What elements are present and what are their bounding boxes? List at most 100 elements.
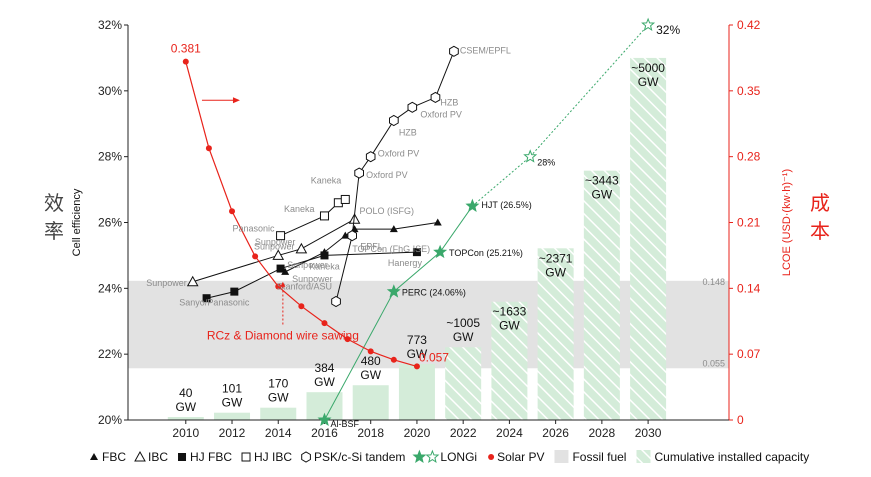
capacity-unit-2014: GW (268, 391, 289, 405)
axes: 20% 22% 24% 26% 28% 30% 32% 0 0.07 0.14 0.21 0.28 0.… (44, 18, 830, 440)
psk-label-4: HZB (399, 127, 417, 137)
solar-pv-start-label: 0.381 (171, 42, 201, 56)
series (182, 17, 656, 427)
capacity-unit-2026: GW (545, 265, 566, 279)
solar-pv-end-label: 0.057 (419, 350, 449, 364)
ibc-line (192, 218, 355, 283)
hjfbc-marker-4 (412, 248, 421, 257)
legend-fbc-label: FBC (102, 450, 126, 464)
rcz-annotation: RCz & Diamond wire sawing (207, 328, 359, 342)
fbc-marker-0 (281, 267, 290, 275)
fbc-marker-4 (389, 225, 398, 233)
legend-longi-marker-open (425, 449, 440, 464)
hjfbc-marker-1 (230, 287, 239, 296)
capacity-label-2028: ~3443 (585, 174, 619, 188)
hjfbc-label-1: Sanyo/Panasonic (179, 298, 250, 308)
legend-hjfbc-label: HJ FBC (190, 450, 232, 464)
capacity-unit-2022: GW (453, 330, 474, 344)
right-axis-title: LCOE (USD·(kw·h)⁻¹) (781, 169, 793, 276)
x-tick-label-2030: 2030 (635, 426, 662, 440)
psk-marker-4 (389, 114, 399, 127)
ibc-marker-2 (295, 242, 308, 254)
capacity-label-2024: ~1633 (493, 305, 527, 319)
x-tick-label-2020: 2020 (404, 426, 431, 440)
hjfbc-marker-0 (202, 294, 211, 303)
capacity-label-2014: 170 (268, 377, 288, 391)
capacity-label-2012: 101 (222, 382, 242, 396)
right-tick-label-3: 0.21 (737, 216, 761, 230)
solar-pv-marker-2 (229, 208, 236, 215)
legend-fossil-marker (554, 450, 569, 463)
psk-marker-1 (347, 230, 357, 242)
legend-fossil-label: Fossil fuel (572, 450, 626, 464)
right-tick-label-1: 0.07 (737, 347, 761, 361)
capacity-label-2016: 384 (314, 361, 334, 375)
capacity-bar-2018 (352, 385, 389, 420)
solar-pv-marker-10 (413, 363, 420, 370)
psk-marker-5 (407, 101, 418, 113)
legend-hjfbc-marker (178, 453, 187, 461)
hjibc-label-3: Kaneka (311, 175, 342, 185)
psk-marker-3 (365, 151, 376, 163)
capacity-bar-2012 (214, 412, 251, 420)
psk-label-7: CSEM/EPFL (460, 45, 511, 55)
ibc-marker-0 (186, 275, 199, 287)
x-tick-label-2028: 2028 (589, 426, 616, 440)
psk-marker-2 (354, 167, 364, 179)
legend-psk-label: PSK/c-Si tandem (314, 450, 405, 464)
capacity-unit-2028: GW (592, 188, 613, 202)
psk-marker-7 (449, 45, 459, 57)
x-tick-label-2014: 2014 (265, 426, 292, 440)
hjibc-marker-0 (276, 231, 286, 241)
right-tick-label-2: 0.14 (737, 281, 761, 295)
hjfbc-marker-3 (320, 251, 329, 260)
capacity-unit-2020: GW (407, 347, 428, 361)
capacity-label-2010: 40 (179, 386, 193, 400)
solar-pv-marker-5 (298, 303, 305, 310)
capacity-label-2026: ~2371 (539, 251, 573, 265)
fbc-label-0: Sunpower (287, 260, 328, 270)
capacity-unit-2010: GW (175, 400, 196, 414)
solar-pv-marker-7 (344, 336, 351, 343)
capacity-label-2018: 480 (361, 354, 381, 368)
topcon-fhg-label: TOPCon (FhG ISE) (352, 244, 430, 254)
right-chinese-title-1: 成 (810, 191, 830, 215)
x-tick-label-2010: 2010 (172, 426, 199, 440)
fossil-fuel-band-rect (128, 280, 729, 369)
right-tick-label-0: 0 (737, 413, 744, 427)
legend-ibc-marker (134, 450, 146, 462)
left-tick-label-28: 28% (98, 150, 122, 164)
ibc-label-0: Sunpower (146, 278, 187, 288)
longi-projected-label-1: 32% (656, 23, 680, 37)
x-tick-label-2012: 2012 (219, 426, 246, 440)
fbc-marker-5 (433, 218, 442, 226)
capacity-unit-2012: GW (222, 396, 243, 410)
legend-solar-marker (488, 454, 495, 460)
solar-pv-marker-1 (205, 145, 212, 152)
hjibc-label-1: Kaneka (284, 204, 315, 214)
capacity-unit-2030: GW (638, 75, 659, 89)
longi-marker-1 (386, 284, 401, 298)
legend-ibc-label: IBC (148, 450, 168, 464)
fossil-upper-label: 0.148 (702, 277, 725, 287)
right-tick-label-5: 0.35 (737, 84, 761, 98)
psk-label-2: Oxford PV (366, 170, 408, 180)
psk-label-3: Oxford PV (378, 149, 420, 159)
legend-fbc-marker (90, 453, 98, 460)
left-axis-title: Cell efficiency (71, 188, 83, 256)
solar-pv-marker-8 (367, 348, 374, 355)
x-tick-label-2022: 2022 (450, 426, 477, 440)
legend-longi-label: LONGi (440, 450, 477, 464)
capacity-bar-2020 (398, 364, 435, 420)
legend-solar-label: Solar PV (497, 450, 544, 464)
sunpower-2-label: Sunpower (292, 274, 333, 284)
fossil-fuel-band: 0.148 0.055 (128, 277, 729, 369)
left-tick-label-22: 22% (98, 347, 122, 361)
capacity-bar-2028 (583, 170, 620, 420)
longi-marker-0 (317, 412, 332, 427)
longi-projected-marker-1 (641, 17, 656, 32)
solar-pv-marker-9 (390, 356, 397, 363)
longi-label-2: TOPCon (25.21%) (449, 248, 523, 258)
